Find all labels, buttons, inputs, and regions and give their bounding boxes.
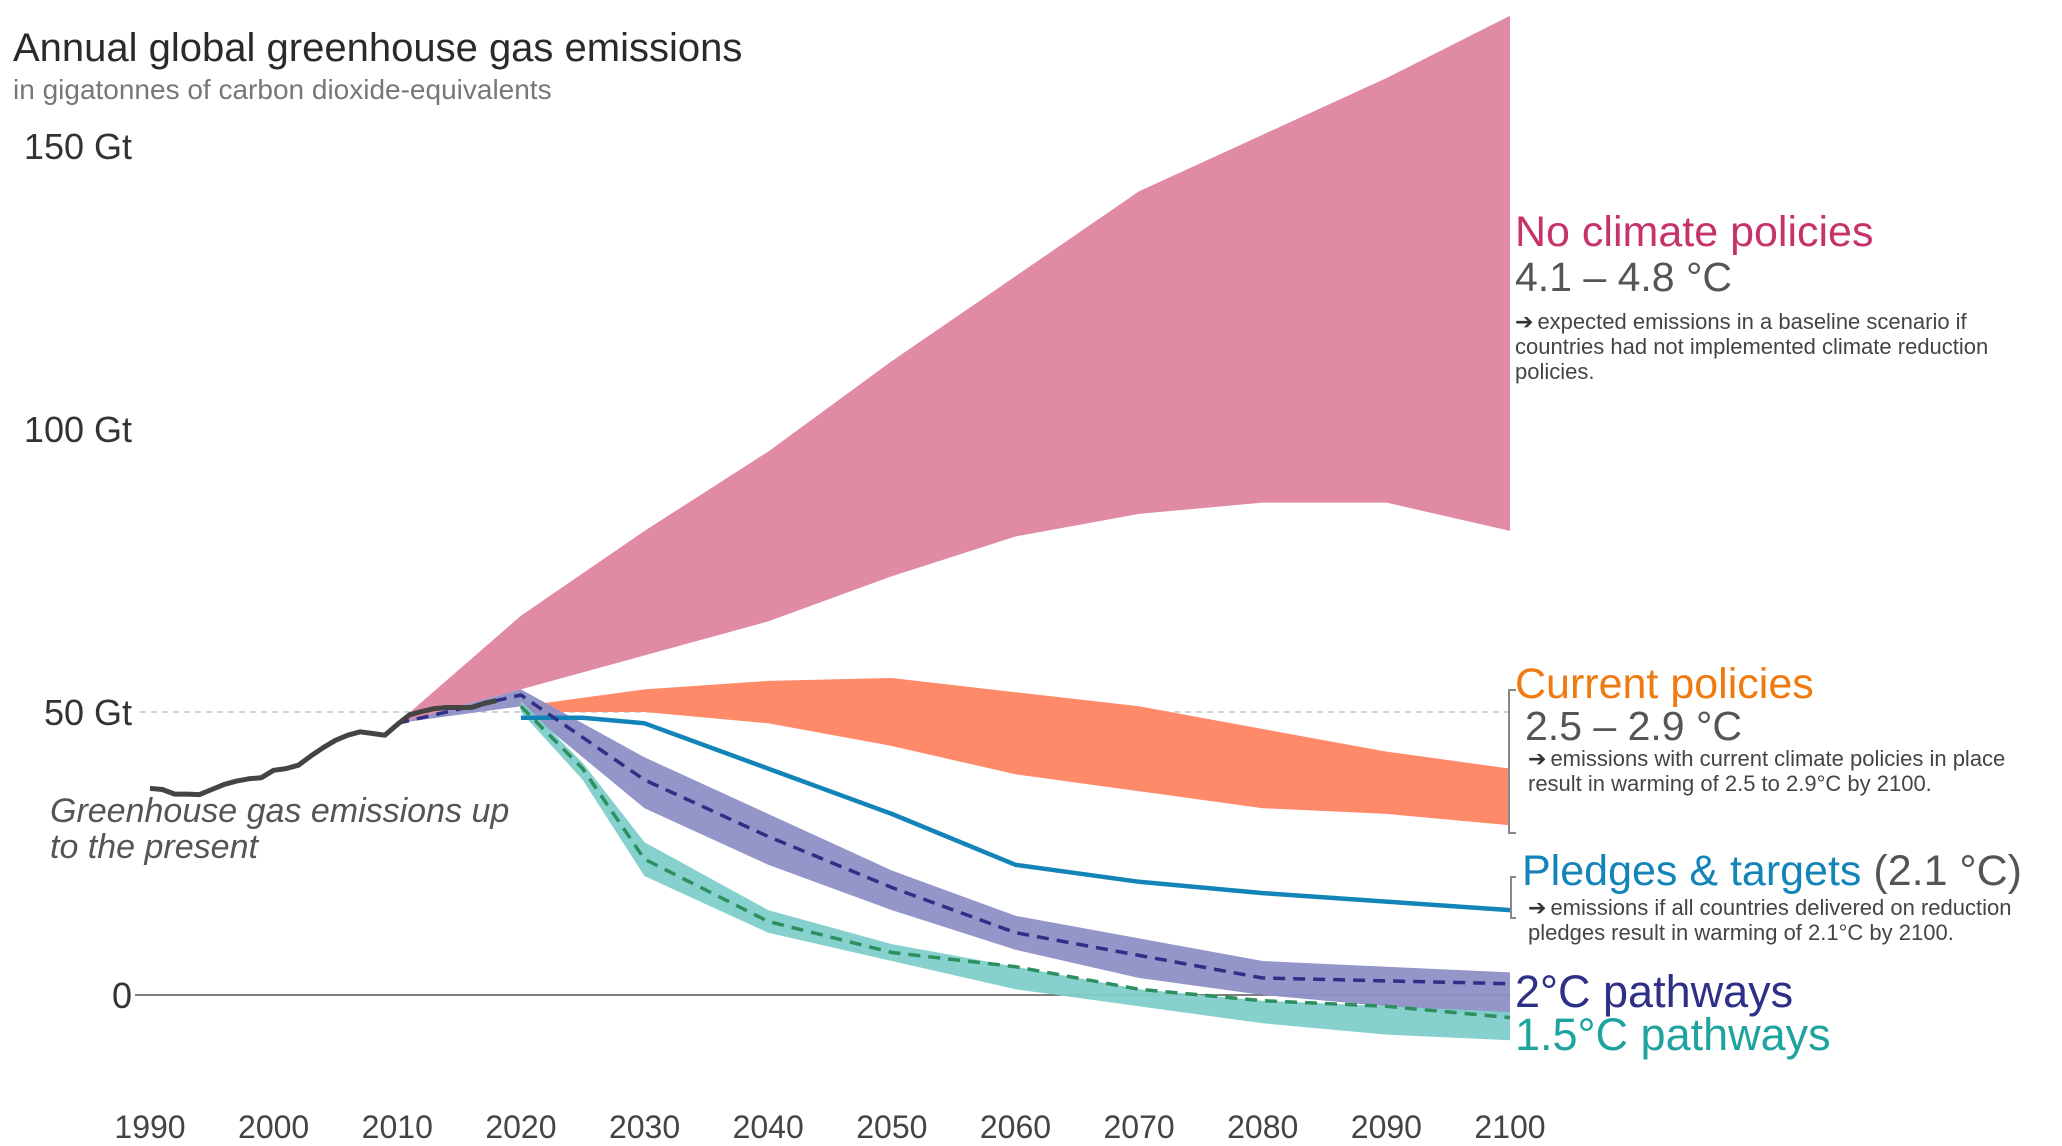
two-degree-label: 2°C pathways: [1515, 966, 1794, 1017]
two-degree-median: [396, 693, 1511, 986]
arrow-right-icon: ➔: [1528, 746, 1547, 771]
y-tick-label: 150 Gt: [24, 126, 132, 167]
current-policies-label: Current policies: [1515, 660, 1814, 708]
x-tick-label: 2030: [609, 1109, 680, 1145]
x-tick-label: 2060: [980, 1109, 1051, 1145]
x-tick-label: 2040: [733, 1109, 804, 1145]
no-policies-note: ➔ expected emissions in a baseline scenar…: [1515, 309, 1989, 384]
pledges-label: Pledges & targets (2.1 °C): [1522, 847, 2023, 895]
one-five-median: [519, 705, 1511, 1020]
no-policies-range: 4.1 – 4.8 °C: [1515, 254, 1732, 300]
current-bracket: [1508, 689, 1516, 834]
current-policies-band: [520, 678, 1510, 826]
no-policies-label: No climate policies: [1515, 208, 1874, 256]
one-five-band: [520, 700, 1510, 1041]
pledges-line: [520, 715, 1511, 913]
x-tick-label: 2010: [362, 1109, 433, 1145]
x-tick-label: 2070: [1103, 1109, 1174, 1145]
x-tick-label: 1990: [114, 1109, 185, 1145]
one-five-degree-label: 1.5°C pathways: [1515, 1009, 1831, 1060]
y-tick-label: 0: [112, 975, 132, 1016]
y-tick-label: 100 Gt: [24, 409, 132, 450]
x-tick-label: 2100: [1474, 1109, 1545, 1145]
x-tick-label: 2090: [1351, 1109, 1422, 1145]
arrow-right-icon: ➔: [1515, 309, 1534, 334]
chart-subtitle: in gigatonnes of carbon dioxide-equivale…: [13, 74, 552, 105]
x-tick-label: 2020: [485, 1109, 556, 1145]
arrow-right-icon: ➔: [1528, 895, 1547, 920]
x-tick-label: 2000: [238, 1109, 309, 1145]
no-policies-band: [397, 15, 1510, 724]
history-line: [149, 698, 497, 798]
two-degree-band: [397, 689, 1510, 1018]
y-tick-label: 50 Gt: [44, 692, 132, 733]
chart-title: Annual global greenhouse gas emissions: [13, 26, 743, 70]
pledges-bracket: [1510, 876, 1516, 919]
current-policies-range: 2.5 – 2.9 °C: [1525, 703, 1742, 749]
current-policies-note: ➔ emissions with current climate policies…: [1528, 746, 2006, 796]
x-tick-label: 2080: [1227, 1109, 1298, 1145]
pledges-note: ➔ emissions if all countries delivered on…: [1528, 895, 2012, 945]
x-tick-label: 2050: [856, 1109, 927, 1145]
history-annotation: Greenhouse gas emissions up to the prese…: [50, 792, 510, 866]
